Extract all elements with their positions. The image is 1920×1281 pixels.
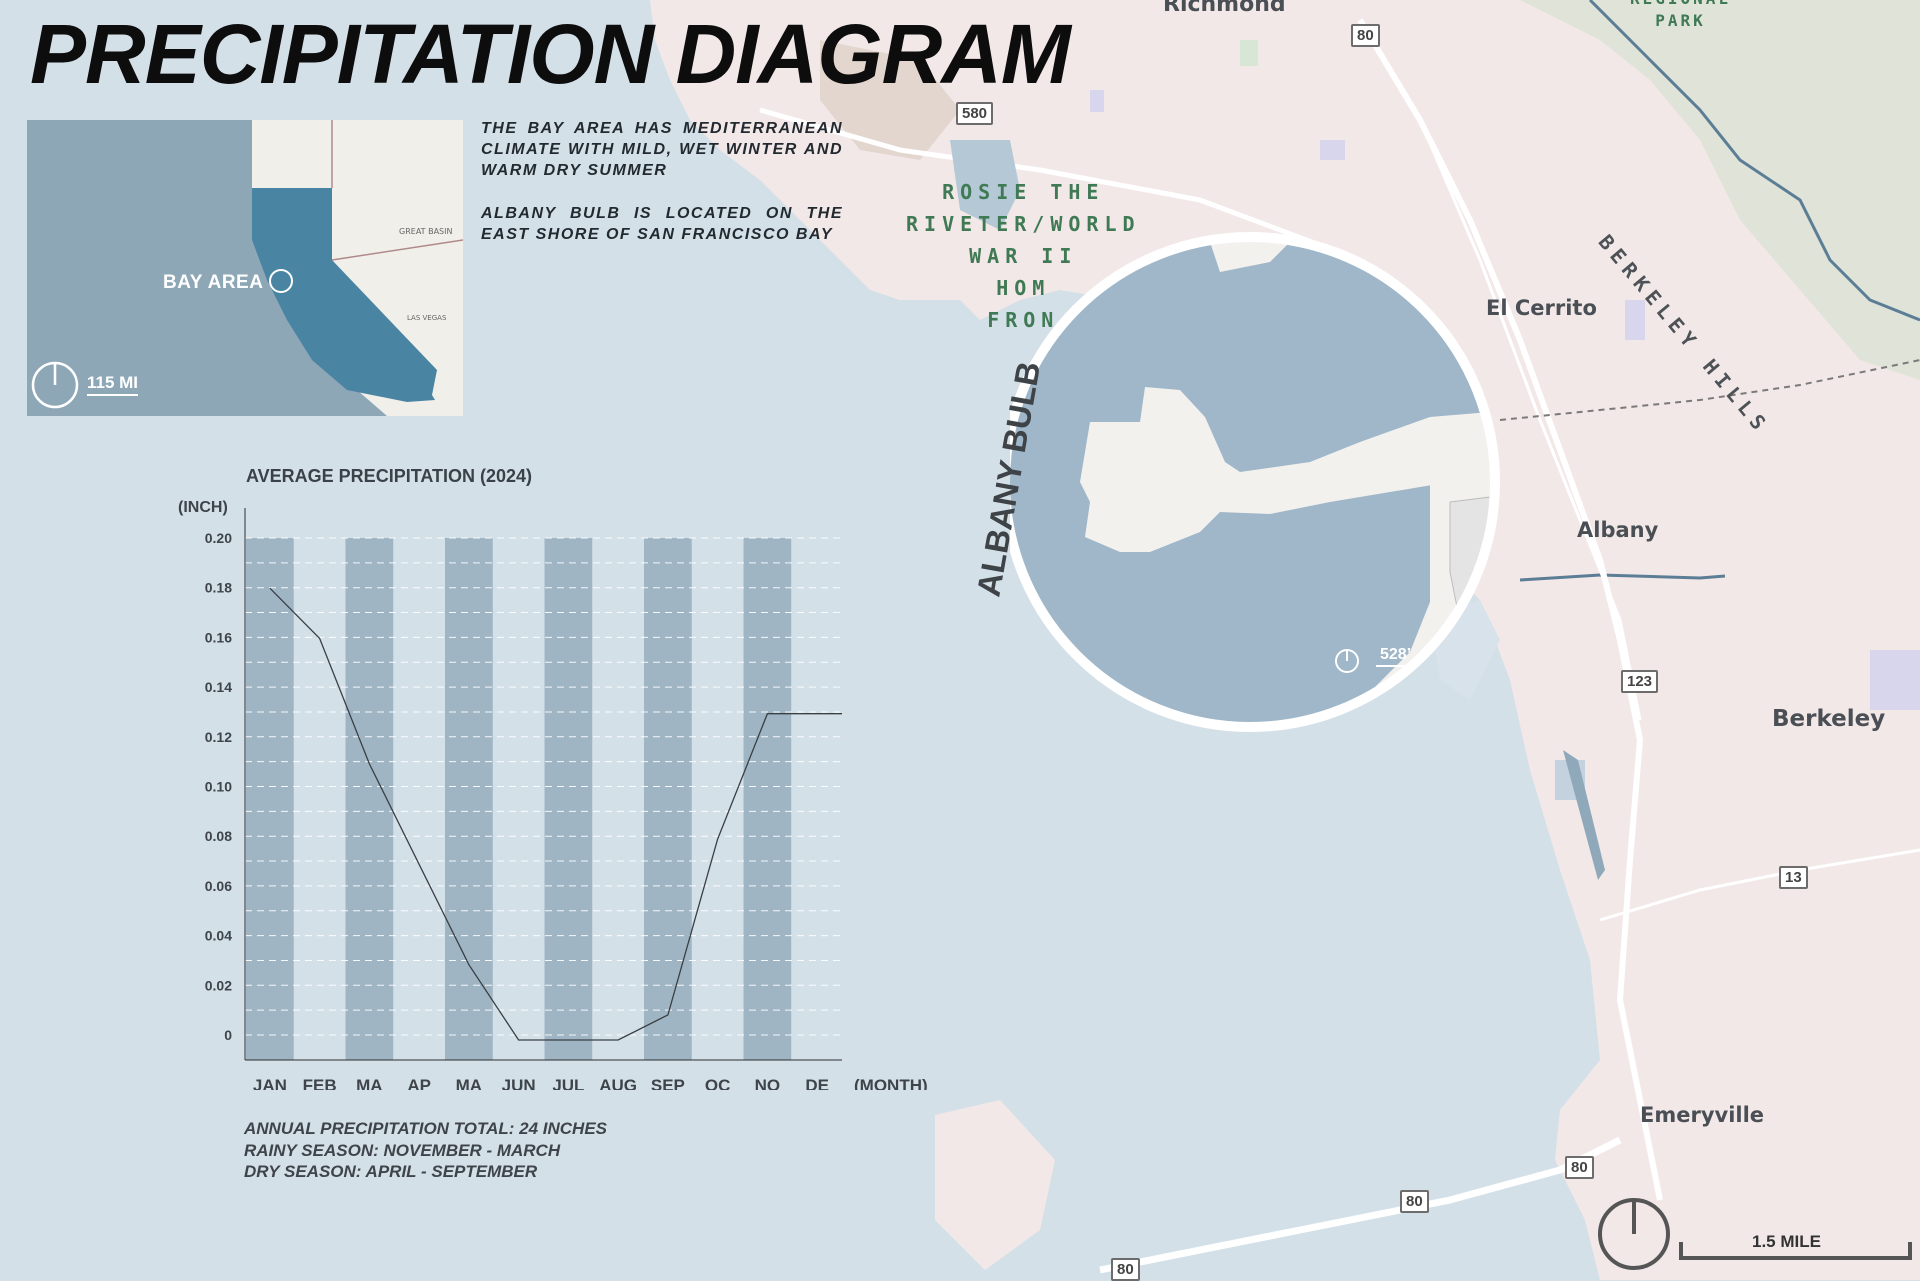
label-rosie-line-5: FRON [906, 304, 1141, 336]
note-dry-season: DRY SEASON: APRIL - SEPTEMBER [244, 1161, 607, 1183]
inset-small-label-great-basin: GREAT BASIN [399, 227, 452, 236]
y-tick-label: 0.04 [205, 928, 232, 944]
y-tick-label: 0.08 [205, 828, 232, 844]
label-regional-park: REGIONAL PARK [1630, 0, 1731, 32]
y-tick-label: 0.06 [205, 878, 232, 894]
label-emeryville: Emeryville [1640, 1103, 1764, 1127]
y-tick-label: 0.16 [205, 629, 232, 645]
precip-bar [644, 538, 692, 1060]
y-tick-label: 0.20 [205, 530, 232, 546]
label-regional: REGIONAL [1630, 0, 1731, 10]
chart-title: AVERAGE PRECIPITATION (2024) [246, 466, 532, 487]
label-richmond: Richmond [1163, 0, 1286, 17]
inset-map: GREAT BASIN LAS VEGAS BAY AREA 115 MI [27, 120, 463, 416]
precip-bar [744, 538, 792, 1060]
x-tick-label: JUL [552, 1076, 584, 1090]
x-tick-label: JUN [502, 1076, 536, 1090]
label-albany: Albany [1577, 518, 1658, 542]
x-tick-label: NO [755, 1076, 781, 1090]
precip-bar [545, 538, 593, 1060]
x-tick-label: MA [356, 1076, 382, 1090]
page-title: PRECIPITATION DIAGRAM [30, 6, 1070, 103]
description: THE BAY AREA HAS MEDITERRANEAN CLIMATE W… [481, 118, 843, 267]
x-tick-label: DE [805, 1076, 829, 1090]
y-tick-label: 0.12 [205, 729, 232, 745]
shield-80-east: 80 [1565, 1156, 1594, 1179]
x-axis-label: (MONTH) [854, 1076, 928, 1090]
shield-580: 580 [956, 102, 993, 125]
label-rosie-line-2: RIVETER/WORLD [906, 208, 1141, 240]
precip-bar [246, 538, 294, 1060]
y-tick-label: 0 [224, 1027, 232, 1043]
x-tick-label: FEB [303, 1076, 337, 1090]
label-park: PARK [1630, 10, 1731, 32]
precipitation-chart: 0.20 0.18 0.16 0.14 0.12 0.10 0.08 0.06 0.04 0.02… [160, 490, 950, 1090]
inset-scale-label: 115 MI [87, 373, 138, 396]
description-paragraph-2: ALBANY BULB IS LOCATED ON THE EAST SHORE… [481, 203, 843, 245]
shield-80-bridge: 80 [1400, 1190, 1429, 1213]
oregon-border-land [252, 120, 463, 188]
x-tick-label: JAN [253, 1076, 287, 1090]
shield-80-bottom: 80 [1111, 1258, 1140, 1281]
x-tick-label: AUG [599, 1076, 637, 1090]
precip-bar [445, 538, 493, 1060]
label-el-cerrito: El Cerrito [1486, 296, 1597, 320]
chart-notes: ANNUAL PRECIPITATION TOTAL: 24 INCHES RA… [244, 1118, 607, 1183]
label-rosie-line-3: WAR II [906, 240, 1141, 272]
label-rosie-line-1: ROSIE THE [906, 176, 1141, 208]
label-rosie-the-riveter: ROSIE THE RIVETER/WORLD WAR II HOM FRON [906, 176, 1141, 336]
x-tick-label: OC [705, 1076, 731, 1090]
shield-13: 13 [1779, 866, 1808, 889]
y-tick-label: 0.18 [205, 580, 232, 596]
x-tick-label: MA [456, 1076, 482, 1090]
inset-small-label-las-vegas: LAS VEGAS [407, 314, 447, 322]
inset-bay-area-label: BAY AREA [163, 272, 263, 294]
y-tick-label: 0.10 [205, 779, 232, 795]
main-scale-label: 1.5 MILE [1752, 1232, 1821, 1252]
note-rainy-season: RAINY SEASON: NOVEMBER - MARCH [244, 1140, 607, 1162]
x-tick-label: AP [407, 1076, 431, 1090]
shield-80-top: 80 [1351, 24, 1380, 47]
label-berkeley: Berkeley [1772, 706, 1885, 732]
x-tick-label: SEP [651, 1076, 685, 1090]
zoom-scale-label: 528’ [1376, 646, 1415, 667]
description-paragraph-1: THE BAY AREA HAS MEDITERRANEAN CLIMATE W… [481, 118, 843, 181]
y-tick-label: 0.14 [205, 679, 232, 695]
label-rosie-line-4: HOM [906, 272, 1141, 304]
california-map: GREAT BASIN LAS VEGAS [27, 120, 463, 416]
shield-123: 123 [1621, 670, 1658, 693]
note-annual-total: ANNUAL PRECIPITATION TOTAL: 24 INCHES [244, 1118, 607, 1140]
y-axis-label: (INCH) [178, 499, 228, 516]
y-tick-label: 0.02 [205, 977, 232, 993]
